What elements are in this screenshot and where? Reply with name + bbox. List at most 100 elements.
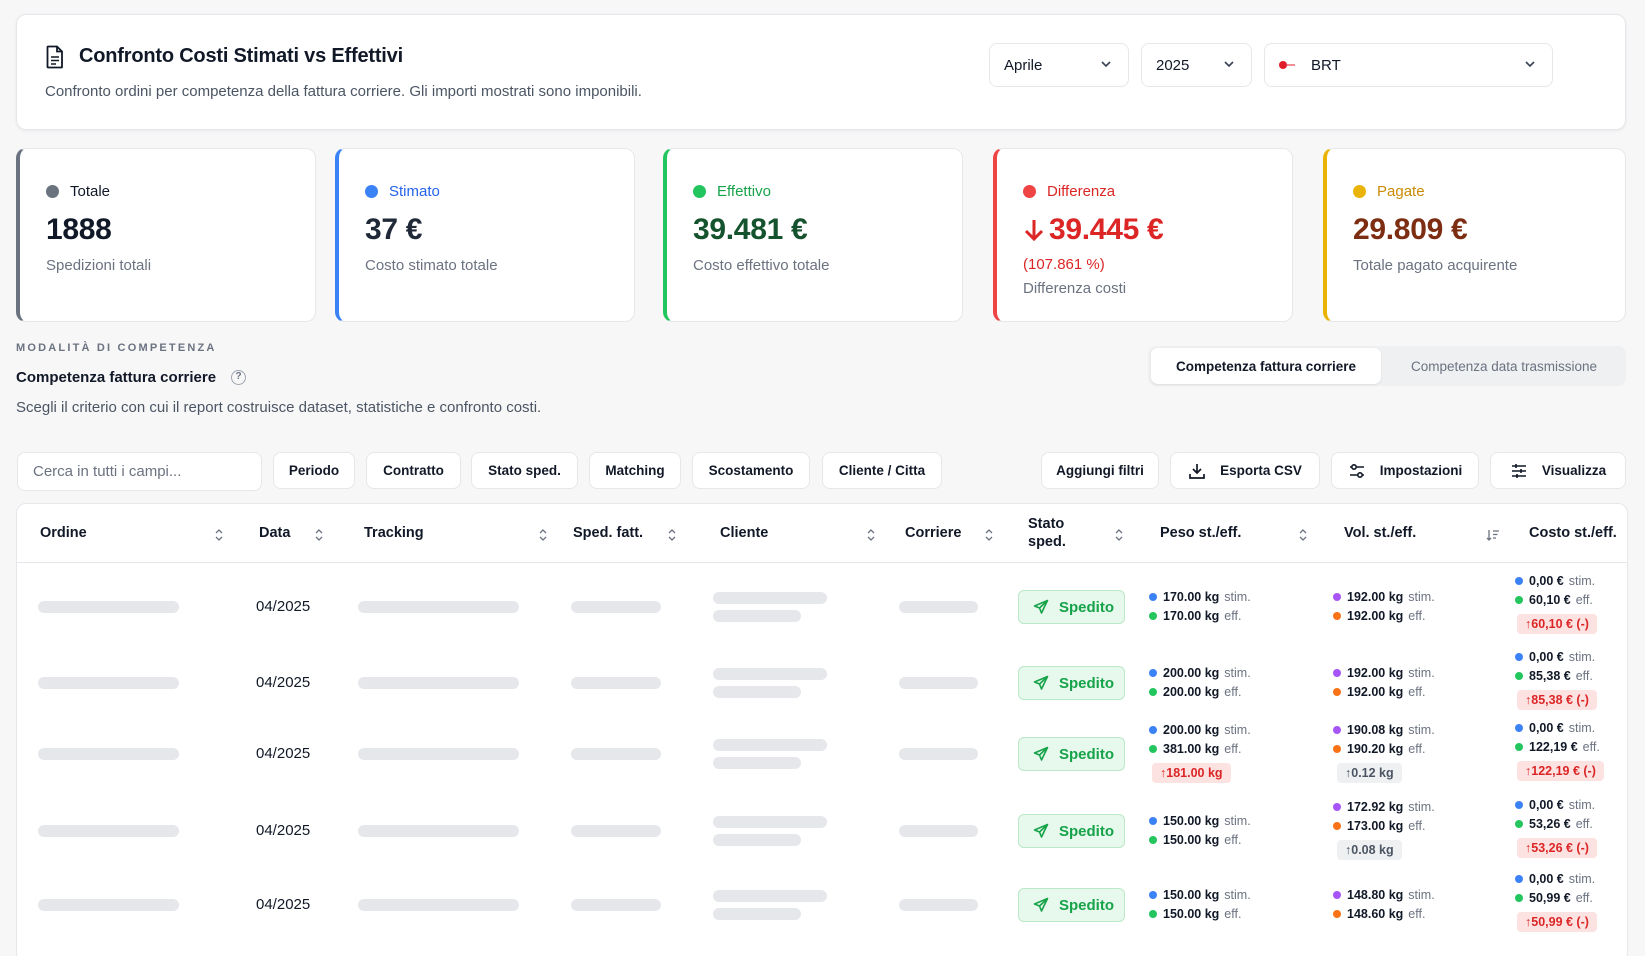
dot-icon [1149, 910, 1157, 918]
redacted-sped-fatt [571, 748, 661, 760]
dot-icon [1333, 688, 1341, 696]
stat-value: 1888 [46, 213, 112, 246]
dot-icon [1333, 669, 1341, 677]
sort-icon[interactable] [1114, 528, 1124, 542]
table-row[interactable]: 04/2025 Spedito 170.00 kg stim. 170.00 kg ef… [17, 572, 1627, 642]
peso-stim: 200.00 kg stim. [1149, 666, 1251, 680]
dot-icon [1149, 891, 1157, 899]
redacted-corriere [899, 825, 978, 837]
stat-label: Pagate [1377, 183, 1425, 200]
dot-icon [1515, 875, 1523, 883]
vol-stim: 190.08 kg stim. [1333, 723, 1435, 737]
dot-icon [1149, 836, 1157, 844]
tab-competenza-trasmissione[interactable]: Competenza data trasmissione [1410, 358, 1598, 374]
view-button[interactable]: Visualizza [1490, 452, 1626, 489]
filter-scostamento-button[interactable]: Scostamento [692, 452, 810, 489]
stat-desc: Differenza costi [1023, 280, 1127, 297]
costo-stim: 0,00 € stim. [1515, 721, 1595, 735]
dot-icon [1333, 593, 1341, 601]
stat-card-effettivo: Effettivo 39.481 € Costo effettivo total… [663, 148, 963, 322]
status-badge-label: Spedito [1059, 674, 1114, 692]
tab-competenza-fattura[interactable]: Competenza fattura corriere [1151, 348, 1381, 384]
column-header-data[interactable]: Data [259, 525, 291, 541]
costo-stim: 0,00 € stim. [1515, 650, 1595, 664]
shipments-table: Ordine Data Tracking Sped. fatt. Cliente… [16, 503, 1628, 956]
document-icon [46, 45, 63, 69]
filter-stato-button[interactable]: Stato sped. [471, 452, 578, 489]
add-filters-button[interactable]: Aggiungi filtri [1041, 452, 1159, 489]
sort-icon[interactable] [1298, 528, 1308, 542]
filter-cliente-button[interactable]: Cliente / Citta [822, 452, 942, 489]
column-header-corriere[interactable]: Corriere [905, 525, 962, 541]
table-row[interactable]: 04/2025 Spedito 150.00 kg stim. 150.00 kg ef… [17, 870, 1627, 940]
help-icon[interactable]: ? [231, 370, 247, 385]
row-date: 04/2025 [256, 598, 311, 615]
filter-periodo-button[interactable]: Periodo [273, 452, 355, 489]
page-title: Confronto Costi Stimati vs Effettivi [79, 45, 403, 67]
table-row[interactable]: 04/2025 Spedito 200.00 kg stim. 381.00 kg ef… [17, 719, 1627, 789]
sort-icon[interactable] [866, 528, 876, 542]
table-row[interactable]: 04/2025 Spedito 200.00 kg stim. 200.00 kg ef… [17, 648, 1627, 718]
dot-icon [1333, 803, 1341, 811]
costo-eff: 122,19 € eff. [1515, 740, 1600, 754]
chevron-down-icon [1101, 61, 1111, 68]
redacted-cliente-city [713, 610, 801, 622]
dot-icon [1149, 669, 1157, 677]
month-select[interactable]: Aprile [989, 43, 1129, 87]
sort-icon[interactable] [314, 528, 324, 542]
sort-icon[interactable] [538, 528, 548, 542]
column-header-peso[interactable]: Peso st./eff. [1160, 525, 1242, 541]
stat-label: Effettivo [717, 183, 771, 200]
table-row[interactable]: 04/2025 Spedito 150.00 kg stim. 150.00 kg ef… [17, 796, 1627, 866]
stat-card-totale: Totale 1888 Spedizioni totali [16, 148, 316, 322]
stat-desc: Spedizioni totali [46, 257, 152, 274]
sort-desc-icon[interactable] [1486, 528, 1500, 542]
search-input[interactable] [17, 452, 262, 491]
chevron-down-icon [1224, 61, 1234, 68]
redacted-cliente [713, 592, 827, 604]
redacted-cliente [713, 668, 827, 680]
redacted-tracking [358, 899, 519, 911]
stat-desc: Costo effettivo totale [693, 257, 830, 274]
vol-eff: 190.20 kg eff. [1333, 742, 1425, 756]
column-header-tracking[interactable]: Tracking [364, 525, 424, 541]
vol-diff-badge: ↑0.08 kg [1337, 840, 1402, 860]
status-dot-icon [365, 185, 378, 198]
carrier-select[interactable]: BRT [1264, 43, 1553, 87]
redacted-corriere [899, 899, 978, 911]
dot-icon [1149, 745, 1157, 753]
redacted-sped-fatt [571, 601, 661, 613]
sort-icon[interactable] [667, 528, 677, 542]
column-header-stato[interactable]: Stato sped. [1028, 516, 1066, 550]
column-header-cliente[interactable]: Cliente [720, 525, 769, 541]
costo-eff: 60,10 € eff. [1515, 593, 1593, 607]
stat-label: Totale [70, 183, 111, 200]
chevron-down-icon [1525, 61, 1535, 68]
peso-stim: 200.00 kg stim. [1149, 723, 1251, 737]
column-header-sped-fatt[interactable]: Sped. fatt. [573, 525, 644, 541]
redacted-cliente-city [713, 757, 801, 769]
sort-icon[interactable] [214, 528, 224, 542]
column-header-costo[interactable]: Costo st./eff. [1529, 525, 1617, 541]
sort-icon[interactable] [984, 528, 994, 542]
costo-diff-badge: ↑50,99 € (-) [1517, 912, 1597, 932]
filter-matching-button[interactable]: Matching [589, 452, 681, 489]
year-select[interactable]: 2025 [1141, 43, 1252, 87]
download-icon [1189, 463, 1205, 479]
column-header-ordine[interactable]: Ordine [40, 525, 87, 541]
redacted-cliente-city [713, 834, 801, 846]
dot-icon [1149, 726, 1157, 734]
redacted-order [38, 601, 179, 613]
settings-button[interactable]: Impostazioni [1331, 452, 1479, 489]
page-header: Confronto Costi Stimati vs Effettivi Con… [16, 14, 1626, 130]
vol-eff: 192.00 kg eff. [1333, 609, 1425, 623]
redacted-corriere [899, 601, 978, 613]
export-csv-button[interactable]: Esporta CSV [1170, 452, 1320, 489]
competenza-segmented-control: Competenza fattura corriere Competenza d… [1148, 346, 1626, 386]
vol-stim: 192.00 kg stim. [1333, 666, 1435, 680]
peso-eff: 200.00 kg eff. [1149, 685, 1241, 699]
filter-contratto-button[interactable]: Contratto [366, 452, 461, 489]
vol-eff: 192.00 kg eff. [1333, 685, 1425, 699]
column-header-vol[interactable]: Vol. st./eff. [1344, 525, 1417, 541]
competenza-title-text: Competenza fattura corriere [16, 369, 217, 386]
